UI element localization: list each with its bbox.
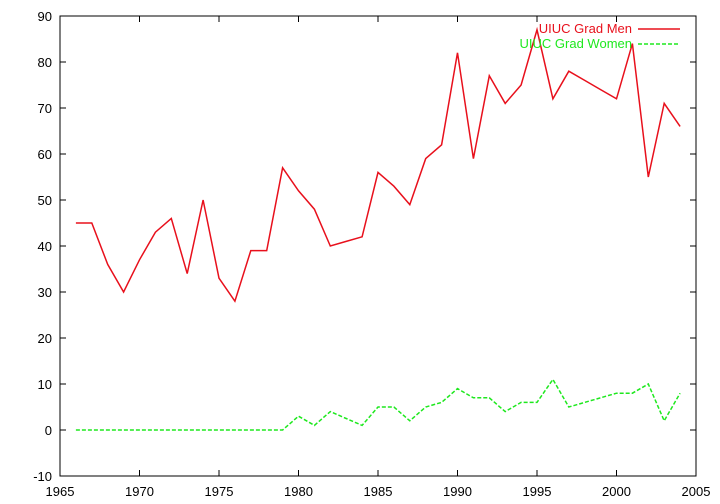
y-tick-label: 90	[38, 9, 52, 24]
y-tick-label: 80	[38, 55, 52, 70]
series-line-men	[75, 26, 681, 303]
y-tick-label: -10	[33, 469, 52, 484]
x-tick-label: 1970	[125, 484, 154, 499]
y-tick-label: 10	[38, 377, 52, 392]
legend-label: UIUC Grad Men	[539, 21, 632, 36]
y-tick-label: 0	[45, 423, 52, 438]
y-tick-label: 40	[38, 239, 52, 254]
y-tick-label: 50	[38, 193, 52, 208]
legend-label: UIUC Grad Women	[520, 36, 632, 51]
x-tick-label: 1965	[46, 484, 75, 499]
y-tick-label: 70	[38, 101, 52, 116]
series-line-women	[75, 377, 681, 431]
x-tick-label: 1980	[284, 484, 313, 499]
x-tick-label: 1990	[443, 484, 472, 499]
y-tick-label: 30	[38, 285, 52, 300]
y-tick-label: 60	[38, 147, 52, 162]
series-lines	[75, 26, 681, 431]
x-tick-label: 2000	[602, 484, 631, 499]
axis-ticks: 1965 1970 1975 1980 1985 1990 1995 2000 2005 -10 0…	[33, 9, 710, 499]
x-tick-label: 1995	[523, 484, 552, 499]
y-tick-label: 20	[38, 331, 52, 346]
x-tick-label: 1985	[364, 484, 393, 499]
x-tick-label: 2005	[682, 484, 711, 499]
x-tick-label: 1975	[205, 484, 234, 499]
